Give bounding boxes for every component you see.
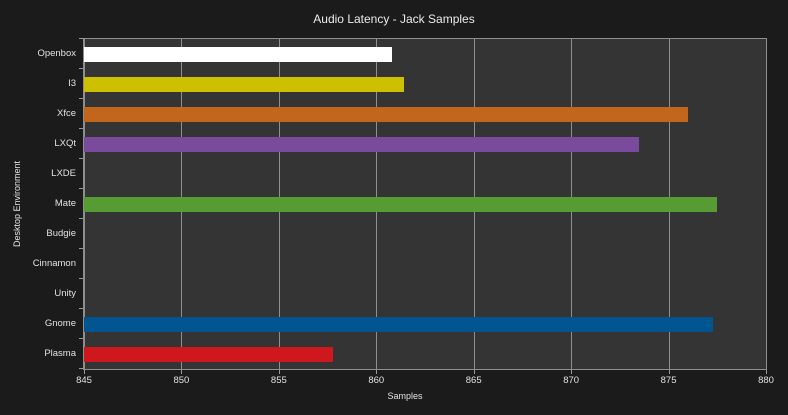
y-tick-label-unity: Unity [54,288,76,299]
y-tick-mark [79,278,83,279]
y-tick-mark [79,38,83,39]
bar-plasma [84,346,334,362]
grid-line-880 [766,39,767,369]
bar-xfce [84,106,689,122]
y-tick-mark [79,128,83,129]
y-tick-label-lxde: LXDE [51,168,76,179]
bar-gnome [84,316,714,332]
bar-openbox [84,46,392,62]
y-tick-label-mate: Mate [54,198,76,209]
y-tick-mark [79,158,83,159]
y-tick-mark [79,188,83,189]
x-tick-label-870: 870 [563,375,580,386]
plot-area [83,38,767,370]
x-tick-label-875: 875 [660,375,677,386]
x-tick-label-850: 850 [173,375,190,386]
x-tick-label-845: 845 [76,375,92,386]
y-tick-label-i3: I3 [68,78,76,89]
y-tick-label-xfce: Xfce [56,108,76,119]
x-tick-mark-865 [473,370,475,374]
x-tick-mark-880 [766,370,767,374]
x-axis-label: Samples [387,391,423,401]
y-tick-mark [79,218,83,219]
y-tick-mark [79,308,83,309]
bar-mate [84,196,718,212]
x-tick-mark-860 [376,370,378,374]
y-tick-mark [79,338,83,339]
y-tick-label-lxqt: LXQt [54,138,76,149]
y-tick-label-openbox: Openbox [37,48,76,59]
x-tick-mark-845 [84,370,85,374]
x-tick-mark-850 [181,370,183,374]
x-tick-label-880: 880 [758,375,774,386]
x-tick-label-855: 855 [270,375,287,386]
x-tick-mark-870 [571,370,573,374]
y-tick-label-gnome: Gnome [44,318,76,329]
y-tick-mark [79,98,83,99]
x-tick-mark-855 [278,370,280,374]
y-tick-mark [79,248,83,249]
x-tick-label-860: 860 [368,375,385,386]
x-tick-mark-875 [668,370,670,374]
y-tick-label-budgie: Budgie [46,228,76,239]
chart-title: Audio Latency - Jack Samples [313,12,475,26]
x-tick-label-865: 865 [465,375,482,386]
y-tick-label-cinnamon: Cinnamon [32,258,76,269]
bar-i3 [84,76,404,92]
bar-lxqt [84,136,640,152]
y-tick-label-plasma: Plasma [44,348,76,359]
y-tick-mark [79,368,83,369]
y-tick-mark [79,68,83,69]
